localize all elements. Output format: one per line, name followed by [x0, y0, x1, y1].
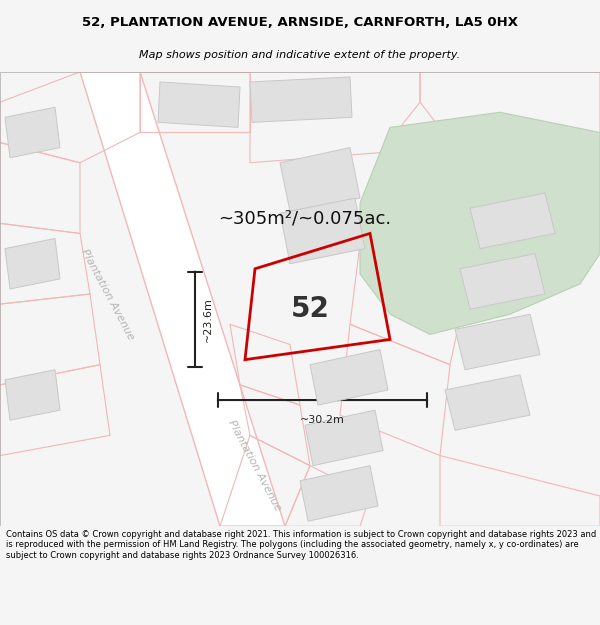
Polygon shape	[280, 198, 365, 264]
Polygon shape	[300, 466, 378, 521]
Polygon shape	[5, 239, 60, 289]
Polygon shape	[310, 349, 388, 405]
Polygon shape	[158, 82, 240, 127]
Polygon shape	[80, 72, 285, 526]
Text: ~305m²/~0.075ac.: ~305m²/~0.075ac.	[218, 209, 392, 227]
Polygon shape	[445, 375, 530, 431]
Text: Plantation Avenue: Plantation Avenue	[227, 418, 283, 513]
Text: 52, PLANTATION AVENUE, ARNSIDE, CARNFORTH, LA5 0HX: 52, PLANTATION AVENUE, ARNSIDE, CARNFORT…	[82, 16, 518, 29]
Text: Contains OS data © Crown copyright and database right 2021. This information is : Contains OS data © Crown copyright and d…	[6, 530, 596, 560]
Polygon shape	[250, 77, 352, 122]
Text: 52: 52	[290, 295, 329, 323]
Polygon shape	[5, 107, 60, 158]
Text: Map shows position and indicative extent of the property.: Map shows position and indicative extent…	[139, 50, 461, 60]
Polygon shape	[455, 314, 540, 370]
Polygon shape	[305, 410, 383, 466]
Polygon shape	[5, 370, 60, 420]
Polygon shape	[360, 112, 600, 334]
Text: ~30.2m: ~30.2m	[300, 415, 345, 425]
Text: ~23.6m: ~23.6m	[203, 297, 213, 342]
Text: Plantation Avenue: Plantation Avenue	[80, 247, 136, 341]
Polygon shape	[460, 254, 545, 309]
Polygon shape	[470, 193, 555, 249]
Polygon shape	[280, 148, 360, 211]
